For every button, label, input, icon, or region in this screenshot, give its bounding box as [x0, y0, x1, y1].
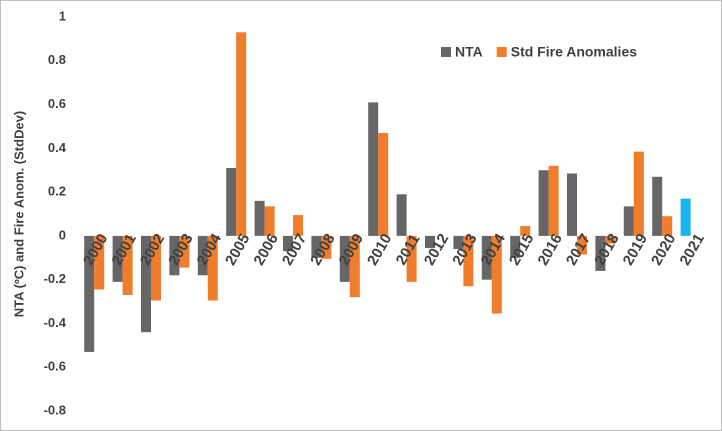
bar	[141, 235, 151, 333]
y-tick-label: -0.8	[44, 402, 66, 417]
bar	[226, 168, 237, 236]
bar	[349, 235, 360, 298]
bar	[378, 133, 389, 236]
bar	[652, 176, 663, 236]
bar	[122, 235, 133, 295]
bar	[577, 235, 587, 255]
bar	[84, 235, 95, 352]
bar	[321, 235, 332, 259]
y-tick-label: 0	[59, 227, 66, 242]
y-tick-label: 0.2	[48, 184, 66, 199]
bar	[548, 165, 559, 236]
legend-swatch	[441, 47, 451, 57]
bar	[396, 194, 407, 236]
bar	[463, 235, 474, 287]
bar	[633, 151, 644, 236]
bar	[207, 235, 218, 301]
legend-swatch	[496, 47, 507, 57]
bar	[595, 235, 606, 271]
bar	[605, 235, 616, 244]
y-tick-label: -0.2	[44, 271, 66, 286]
bar	[406, 235, 417, 282]
bar	[179, 235, 190, 268]
bar	[197, 235, 208, 276]
bar	[481, 235, 492, 280]
bar	[236, 32, 247, 236]
bar	[283, 235, 293, 252]
y-tick-label: 0.8	[48, 52, 66, 67]
bar	[311, 235, 322, 258]
bar	[169, 235, 180, 276]
bar	[151, 235, 161, 301]
bar	[453, 235, 464, 250]
y-tick-label: -0.6	[44, 359, 66, 374]
bar	[368, 102, 379, 236]
y-tick-label: 0.6	[48, 96, 66, 111]
bar	[680, 198, 691, 236]
bar	[425, 235, 435, 248]
y-tick-label: 1	[59, 8, 66, 23]
bar	[339, 235, 350, 282]
bar	[264, 206, 275, 236]
bar	[254, 200, 265, 236]
bar	[94, 235, 105, 290]
bar	[538, 170, 549, 236]
y-tick-label: 0.4	[48, 140, 67, 155]
bar	[491, 235, 502, 314]
bar	[112, 235, 123, 282]
bar	[662, 216, 673, 236]
legend-label: NTA	[455, 44, 483, 60]
bar	[520, 226, 531, 236]
y-axis-label: NTA (ºC) and Fire Anom. (StdDev)	[11, 111, 26, 317]
legend-label: Std Fire Anomalies	[511, 44, 638, 60]
bar	[567, 173, 577, 236]
bar	[623, 206, 634, 236]
bar	[293, 215, 303, 236]
bar	[510, 235, 521, 258]
y-tick-label: -0.4	[44, 315, 67, 330]
